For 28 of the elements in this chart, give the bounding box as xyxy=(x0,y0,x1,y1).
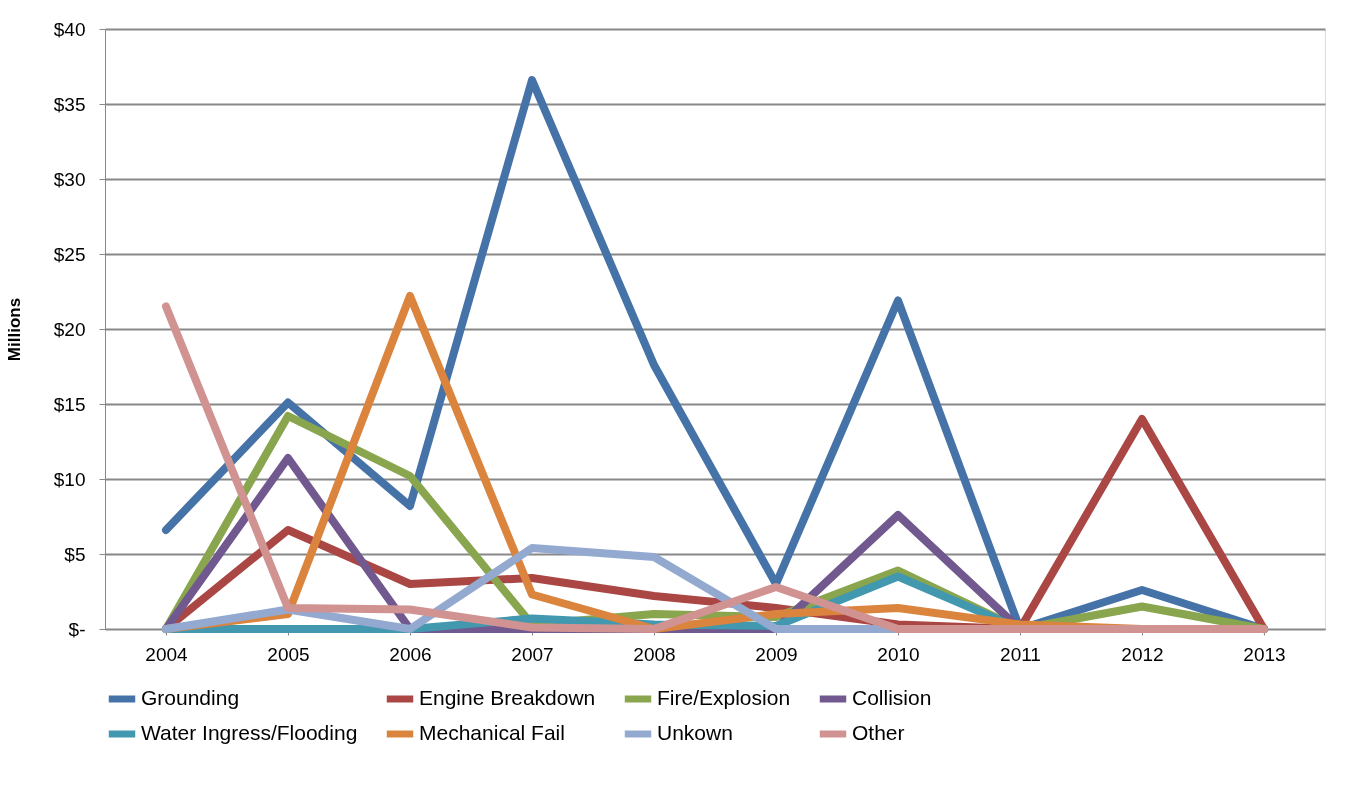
y-tick-label: $20 xyxy=(53,318,86,340)
y-tick-label: $35 xyxy=(53,93,86,115)
x-tick-label: 2013 xyxy=(1243,643,1286,665)
y-tick-label: $10 xyxy=(53,468,86,490)
x-tick-label: 2012 xyxy=(1121,643,1164,665)
legend-label: Mechanical Fail xyxy=(419,721,565,744)
x-tick-label: 2007 xyxy=(511,643,554,665)
x-tick-label: 2010 xyxy=(877,643,920,665)
x-tick-label: 2004 xyxy=(145,643,189,665)
legend-label: Unkown xyxy=(657,721,733,744)
legend-label: Grounding xyxy=(141,686,240,709)
legend-label: Water Ingress/Flooding xyxy=(141,721,358,744)
legend-label: Collision xyxy=(852,686,932,709)
y-tick-label: $15 xyxy=(53,393,86,415)
y-tick-label: $- xyxy=(68,618,86,640)
legend-label: Engine Breakdown xyxy=(419,686,596,709)
x-tick-label: 2009 xyxy=(755,643,798,665)
y-tick-label: $30 xyxy=(53,168,86,190)
x-tick-label: 2005 xyxy=(267,643,310,665)
x-tick-label: 2011 xyxy=(1000,643,1041,665)
y-tick-label: $5 xyxy=(64,543,86,565)
y-tick-label: $25 xyxy=(53,243,86,265)
x-tick-label: 2008 xyxy=(633,643,676,665)
x-tick-label: 2006 xyxy=(389,643,432,665)
legend-label: Fire/Explosion xyxy=(657,686,791,709)
y-tick-label: $40 xyxy=(53,18,86,40)
legend-label: Other xyxy=(852,721,905,744)
y-axis-title: Millions xyxy=(4,297,24,362)
